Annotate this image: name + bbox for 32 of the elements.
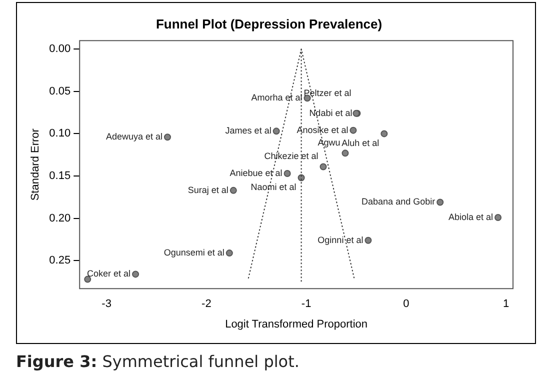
annotation: Oginni et al <box>318 234 364 245</box>
annotation: Dabana and Gobir <box>362 196 436 207</box>
annotation: Naomi et al <box>250 182 296 192</box>
annotation: Ndabi et al <box>309 108 352 118</box>
annotation: Coker et al <box>87 268 131 279</box>
x-tick-label: 1 <box>502 298 510 310</box>
chart-title: Funnel Plot (Depression Prevalence) <box>156 16 382 32</box>
annotation: Amorha et al <box>251 92 302 103</box>
annotation: Abiola et al <box>448 212 494 222</box>
annotation: Peltzer et al <box>304 88 352 98</box>
y-tick-label: 0.25 <box>49 254 71 267</box>
annotation: Aniebue et al <box>230 168 282 178</box>
y-tick-label: 0.10 <box>49 128 71 140</box>
annotation: Ogunsemi et al <box>164 248 224 258</box>
annotation: Anosike et al <box>296 124 348 135</box>
x-tick-label: 0 <box>403 298 410 310</box>
annotation: James et al <box>225 126 272 136</box>
x-axis-title: Logit Transformed Proportion <box>225 318 368 330</box>
y-axis-title: Standard Error <box>30 128 42 201</box>
annotation: Agwu <box>318 138 340 148</box>
annotation: Chikezie et al <box>264 151 318 162</box>
annotation: Suraj et al <box>188 184 228 195</box>
y-tick-label: 0.15 <box>49 170 71 182</box>
x-tick-label: -3 <box>102 298 112 310</box>
y-tick-label: 0.05 <box>49 85 71 98</box>
caption: Figure 3: Symmetrical funnel plot. <box>16 352 300 371</box>
annotation: Adewuya et al <box>106 132 162 142</box>
x-tick-label: -1 <box>301 298 312 310</box>
annotation: Aluh et al <box>342 138 380 148</box>
y-tick-label: 0.20 <box>49 212 71 224</box>
x-tick-label: -2 <box>202 298 212 310</box>
y-tick-label: 0.00 <box>49 43 71 56</box>
